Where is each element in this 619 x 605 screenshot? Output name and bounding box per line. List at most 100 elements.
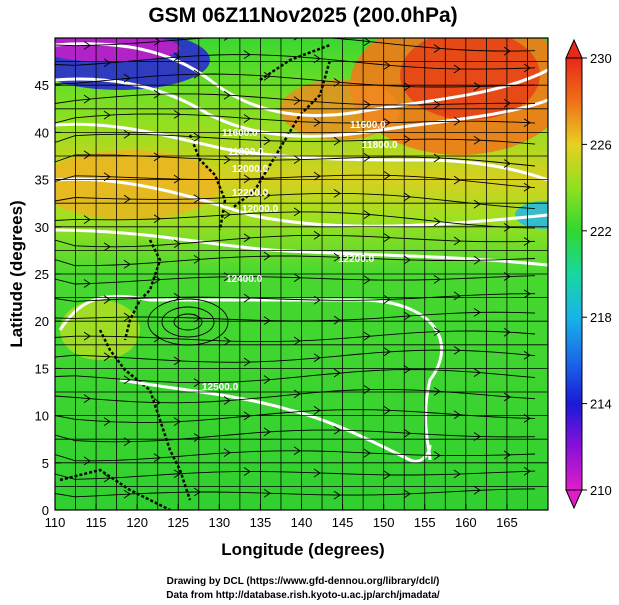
wind-arrow	[433, 217, 441, 227]
wind-arrow	[403, 82, 411, 92]
wind-arrow	[363, 38, 371, 47]
y-tick-label: 20	[35, 314, 49, 329]
wind-arrow	[293, 336, 301, 346]
wind-arrow	[363, 100, 371, 109]
wind-arrow	[473, 368, 481, 378]
coastline-japan	[229, 59, 332, 211]
wind-arrow	[453, 116, 461, 126]
wind-arrow	[243, 233, 251, 243]
wind-arrow	[173, 109, 181, 119]
wind-arrow	[313, 171, 321, 181]
x-tick-label: 130	[208, 515, 230, 530]
x-tick-label: 165	[496, 515, 518, 530]
wind-arrow	[103, 295, 111, 305]
wind-arrow	[473, 82, 481, 91]
contour-12500-b	[119, 378, 432, 463]
wind-arrow	[243, 50, 251, 60]
wind-arrow	[403, 428, 411, 438]
wind-arrow	[153, 398, 161, 408]
y-tick-label: 30	[35, 220, 49, 235]
wind-arrow	[293, 207, 301, 217]
x-tick-label: 110	[45, 515, 66, 530]
wind-arrow	[103, 417, 111, 427]
streamline	[55, 54, 536, 70]
wind-arrow	[193, 487, 201, 497]
x-tick-label: 145	[332, 515, 354, 530]
wind-arrow	[173, 356, 181, 366]
coastline-china	[123, 239, 162, 341]
wind-arrow	[153, 214, 161, 224]
wind-arrow	[173, 239, 181, 249]
colorbar-tick-label: 222	[590, 224, 612, 239]
wind-arrow	[293, 389, 301, 399]
wind-arrow	[433, 451, 441, 460]
wind-arrow	[173, 52, 181, 62]
wind-arrow	[103, 242, 111, 252]
wind-arrow	[383, 347, 391, 357]
streamline	[55, 429, 536, 443]
wind-arrow	[223, 155, 231, 165]
x-axis-label: Longitude (degrees)	[221, 540, 384, 559]
wind-arrow	[193, 132, 201, 142]
wind-arrow	[333, 252, 341, 262]
streamline	[55, 211, 536, 229]
colorbar-ticks: 230 226 222 218 214 210	[582, 51, 612, 498]
y-tick-label: 25	[35, 267, 49, 282]
y-tick-label: 10	[35, 409, 49, 424]
wind-arrow	[123, 129, 131, 139]
contour-label: 12400.0	[226, 274, 263, 285]
y-tick-label: 35	[35, 173, 49, 188]
wind-arrow	[263, 488, 271, 498]
y-axis-ticks: 0 5 10 15 20 25 30 35 40 45	[35, 78, 61, 518]
streamline	[55, 73, 536, 88]
wind-arrow	[223, 38, 229, 41]
wind-arrow	[453, 291, 461, 301]
wind-arrow	[383, 233, 391, 242]
wind-arrow	[153, 275, 161, 284]
x-tick-label: 160	[455, 515, 477, 530]
wind-arrow	[333, 368, 341, 378]
wind-arrow	[293, 155, 301, 164]
wind-arrow	[223, 448, 231, 458]
wind-arrow	[103, 352, 111, 362]
y-tick-label: 5	[42, 456, 49, 471]
wind-arrow	[123, 259, 131, 269]
wind-arrow	[153, 453, 161, 463]
wind-arrow	[123, 194, 131, 204]
wind-arrow	[263, 375, 271, 384]
wind-arrow	[453, 236, 461, 246]
wind-arrow	[103, 110, 111, 120]
wind-arrow	[193, 254, 201, 264]
coastline-borneo	[59, 468, 171, 510]
wind-arrow	[453, 175, 461, 185]
contour-12000	[55, 122, 548, 182]
wind-arrow	[403, 255, 411, 265]
wind-arrow	[383, 295, 391, 304]
wind-arrow	[173, 174, 181, 184]
x-axis-ticks: 110 115 120 125 130 135 140 145 150 155 160 165	[45, 504, 518, 530]
wind-arrow	[293, 273, 301, 283]
wind-arrow	[503, 222, 511, 232]
x-tick-label: 135	[250, 515, 272, 530]
wind-arrow	[103, 58, 111, 68]
wind-arrow	[293, 446, 301, 456]
wind-arrow	[83, 279, 91, 288]
wind-arrow	[263, 71, 271, 81]
streamline	[55, 330, 536, 343]
y-tick-label: 15	[35, 361, 49, 376]
warm-region-n	[280, 80, 400, 140]
wind-arrow	[403, 489, 411, 499]
wind-arrow	[333, 189, 341, 198]
lat-lon-grid	[55, 38, 548, 510]
wind-arrow	[403, 365, 411, 374]
plot-field: 11600.0 11600.0 11800.0 11800.0 12000.0 …	[55, 38, 548, 510]
wind-arrow	[243, 357, 251, 367]
streamline	[55, 470, 536, 480]
wind-arrow	[383, 118, 391, 128]
wind-arrow	[313, 230, 321, 240]
credit-data: Data from http://database.rish.kyoto-u.a…	[166, 590, 440, 601]
wind-arrow	[333, 136, 341, 146]
wind-arrow	[83, 215, 91, 225]
cyclone-center	[147, 298, 229, 346]
wind-arrow	[173, 417, 181, 426]
